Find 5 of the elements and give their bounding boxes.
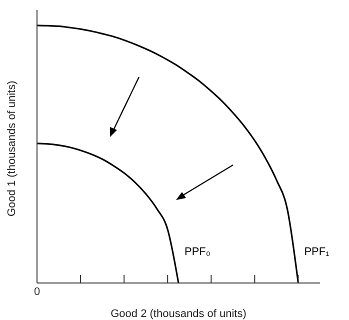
y-axis-title: Good 1 (thousands of units)	[6, 80, 18, 216]
series-label: PPF₁	[304, 246, 330, 258]
series-label: PPF₀	[184, 246, 210, 258]
x-axis-title: Good 2 (thousands of units)	[110, 308, 246, 320]
text: 0	[34, 286, 40, 298]
